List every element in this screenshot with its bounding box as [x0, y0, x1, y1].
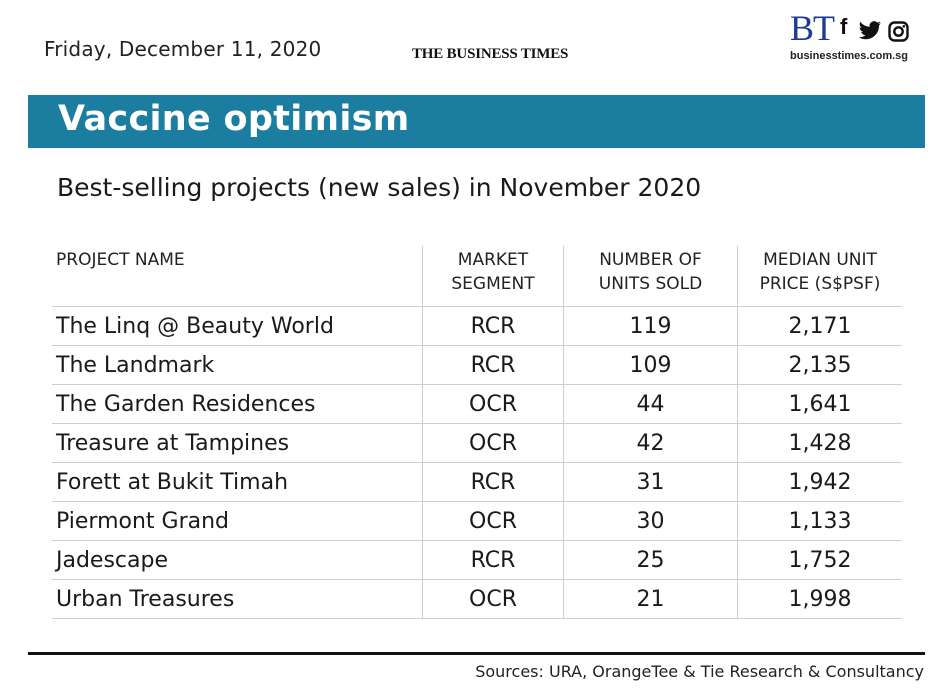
table-row: Forett at Bukit Timah RCR 31 1,942 [52, 462, 902, 502]
median-price-cell: 1,752 [737, 540, 902, 580]
project-name-cell: Urban Treasures [52, 579, 423, 619]
project-name-cell: The Linq @ Beauty World [52, 306, 423, 346]
project-name-cell: Piermont Grand [52, 501, 423, 541]
table-header-row: PROJECT NAME MARKET SEGMENT NUMBER OF UN… [52, 246, 902, 307]
brand-block: BT f businesstimes.com.sg [790, 10, 920, 70]
project-name-cell: Treasure at Tampines [52, 423, 423, 463]
median-price-cell: 1,998 [737, 579, 902, 619]
project-name-cell: Forett at Bukit Timah [52, 462, 423, 502]
units-sold-cell: 42 [563, 423, 738, 463]
median-price-cell: 1,641 [737, 384, 902, 424]
market-segment-cell: RCR [422, 345, 564, 385]
project-name-cell: The Garden Residences [52, 384, 423, 424]
units-sold-cell: 30 [563, 501, 738, 541]
units-sold-cell: 119 [563, 306, 738, 346]
table-row: The Garden Residences OCR 44 1,641 [52, 384, 902, 424]
sources-note: Sources: URA, OrangeTee & Tie Research &… [475, 662, 924, 681]
header-market-segment: MARKET SEGMENT [422, 246, 564, 307]
instagram-icon[interactable] [888, 21, 909, 42]
table-row: Urban Treasures OCR 21 1,998 [52, 579, 902, 619]
median-price-cell: 2,171 [737, 306, 902, 346]
facebook-icon[interactable]: f [840, 14, 848, 39]
market-segment-cell: OCR [422, 423, 564, 463]
median-price-cell: 2,135 [737, 345, 902, 385]
header-median-price: MEDIAN UNIT PRICE (S$PSF) [737, 246, 902, 307]
footer-divider [28, 652, 925, 655]
units-sold-cell: 44 [563, 384, 738, 424]
project-name-cell: Jadescape [52, 540, 423, 580]
project-name-cell: The Landmark [52, 345, 423, 385]
table-row: Piermont Grand OCR 30 1,133 [52, 501, 902, 541]
market-segment-cell: OCR [422, 579, 564, 619]
table-row: Treasure at Tampines OCR 42 1,428 [52, 423, 902, 463]
units-sold-cell: 109 [563, 345, 738, 385]
table-row: The Landmark RCR 109 2,135 [52, 345, 902, 385]
table-row: Jadescape RCR 25 1,752 [52, 540, 902, 580]
masthead: THE BUSINESS TIMES [412, 46, 569, 62]
header-units-sold: NUMBER OF UNITS SOLD [563, 246, 738, 307]
market-segment-cell: OCR [422, 384, 564, 424]
median-price-cell: 1,942 [737, 462, 902, 502]
market-segment-cell: RCR [422, 540, 564, 580]
bt-logo: BT [790, 8, 835, 48]
median-price-cell: 1,428 [737, 423, 902, 463]
page-title: Vaccine optimism [58, 99, 410, 139]
twitter-icon[interactable] [858, 21, 882, 41]
date-line: Friday, December 11, 2020 [44, 37, 322, 61]
market-segment-cell: OCR [422, 501, 564, 541]
units-sold-cell: 21 [563, 579, 738, 619]
units-sold-cell: 31 [563, 462, 738, 502]
median-price-cell: 1,133 [737, 501, 902, 541]
subtitle: Best-selling projects (new sales) in Nov… [57, 173, 702, 202]
units-sold-cell: 25 [563, 540, 738, 580]
brand-url[interactable]: businesstimes.com.sg [790, 50, 908, 62]
header-project-name: PROJECT NAME [52, 246, 423, 307]
market-segment-cell: RCR [422, 306, 564, 346]
projects-table: PROJECT NAME MARKET SEGMENT NUMBER OF UN… [52, 246, 902, 619]
table-row: The Linq @ Beauty World RCR 119 2,171 [52, 306, 902, 346]
market-segment-cell: RCR [422, 462, 564, 502]
title-banner: Vaccine optimism [28, 95, 925, 148]
